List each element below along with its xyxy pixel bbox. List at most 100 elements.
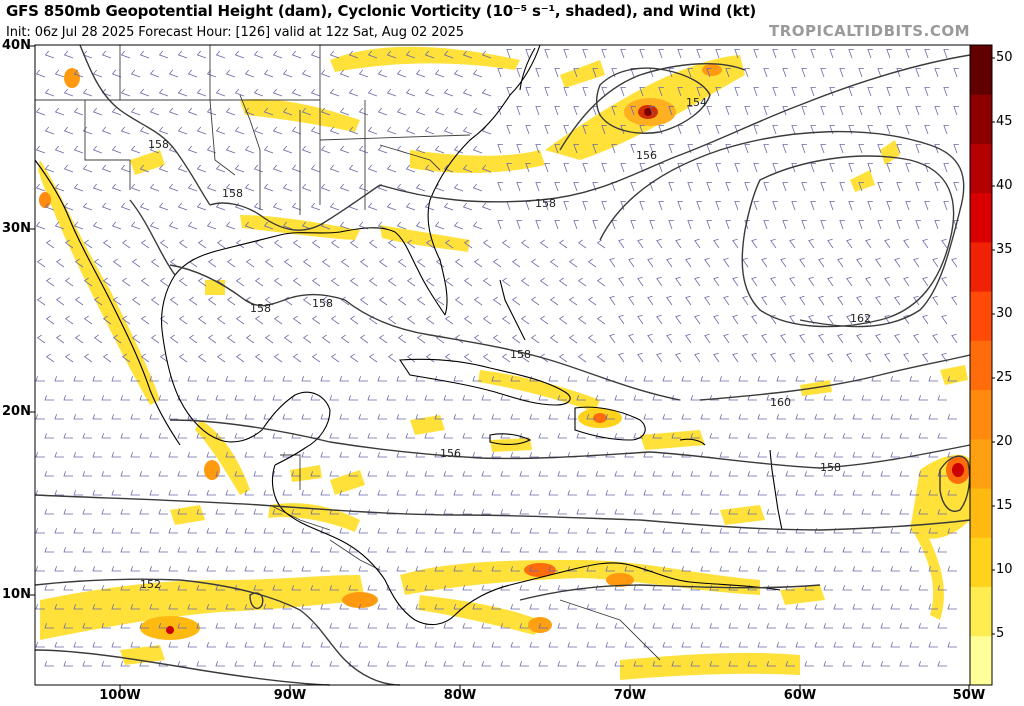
wind-barb bbox=[82, 623, 92, 629]
wind-barb bbox=[614, 471, 624, 477]
wind-barb bbox=[92, 566, 102, 572]
wind-barb bbox=[557, 661, 567, 667]
wind-barb bbox=[915, 106, 921, 116]
wind-barb bbox=[905, 87, 911, 97]
wind-barb bbox=[538, 471, 548, 477]
wind-barb bbox=[747, 661, 757, 667]
wind-barb bbox=[415, 183, 426, 192]
wind-barb bbox=[74, 334, 84, 344]
wind-barb bbox=[842, 623, 852, 629]
wind-barb bbox=[886, 49, 892, 59]
wind-barb bbox=[823, 509, 833, 515]
wind-barb bbox=[747, 547, 757, 553]
wind-barb bbox=[139, 547, 149, 553]
wind-barb bbox=[791, 201, 797, 211]
wind-barb bbox=[453, 221, 464, 230]
map-subtitle: Init: 06z Jul 28 2025 Forecast Hour: [12… bbox=[6, 25, 464, 40]
wind-barb bbox=[647, 295, 654, 306]
wind-barb bbox=[751, 238, 758, 249]
wind-barb bbox=[554, 220, 560, 230]
colorbar-label-40: 40 bbox=[996, 178, 1013, 193]
wind-barb bbox=[605, 642, 615, 648]
wind-barb bbox=[329, 661, 339, 667]
wind-barb bbox=[820, 68, 826, 78]
wind-barb bbox=[397, 334, 407, 344]
wind-barb bbox=[643, 604, 653, 610]
wind-barb bbox=[810, 87, 816, 97]
wind-barb bbox=[662, 604, 672, 610]
wind-barb bbox=[177, 623, 187, 629]
wind-barb bbox=[387, 353, 397, 363]
wind-barb bbox=[282, 221, 293, 230]
wind-barb bbox=[618, 276, 625, 287]
wind-barb bbox=[539, 239, 549, 249]
wind-barb bbox=[649, 106, 655, 116]
wind-barb bbox=[706, 68, 712, 78]
wind-barb bbox=[207, 258, 217, 268]
wind-barb bbox=[671, 661, 681, 667]
wind-barb bbox=[462, 433, 472, 439]
colorbar-label-25: 25 bbox=[996, 370, 1013, 385]
wind-barb bbox=[890, 528, 900, 534]
wind-barb bbox=[548, 414, 558, 420]
wind-barb bbox=[291, 433, 301, 439]
wind-barb bbox=[206, 490, 216, 496]
wind-barb bbox=[941, 352, 948, 363]
wind-barb bbox=[63, 164, 74, 173]
contour-label: 160 bbox=[770, 396, 791, 409]
wind-barb bbox=[282, 566, 292, 572]
wind-barb bbox=[177, 471, 187, 477]
wind-barb bbox=[73, 414, 83, 420]
wind-barb bbox=[681, 414, 691, 420]
wind-barb bbox=[169, 258, 179, 268]
wind-barb bbox=[763, 144, 769, 154]
wind-barb bbox=[454, 258, 464, 268]
wind-barb bbox=[728, 661, 738, 667]
wind-barb bbox=[215, 509, 225, 515]
wind-barb bbox=[839, 68, 845, 78]
wind-barb bbox=[215, 202, 226, 211]
wind-barb bbox=[618, 314, 625, 325]
wind-barb bbox=[492, 258, 502, 268]
wind-barb bbox=[462, 50, 473, 59]
wind-barb bbox=[64, 277, 74, 287]
wind-barb bbox=[339, 221, 350, 230]
wind-barb bbox=[804, 547, 814, 553]
wind-barb bbox=[149, 642, 159, 648]
wind-barb bbox=[435, 334, 445, 344]
wind-barb bbox=[554, 144, 560, 154]
wind-barb bbox=[628, 333, 635, 344]
wind-barb bbox=[529, 452, 539, 458]
wind-barb bbox=[340, 334, 350, 344]
wind-barb bbox=[780, 333, 787, 344]
wind-barb bbox=[443, 395, 453, 401]
wind-barb bbox=[818, 295, 825, 306]
wind-barb bbox=[753, 49, 759, 59]
wind-barb bbox=[715, 87, 721, 97]
wind-barb bbox=[444, 277, 454, 287]
wind-barb bbox=[576, 395, 586, 401]
wind-barb bbox=[548, 642, 558, 648]
wind-barb bbox=[715, 163, 721, 173]
wind-barb bbox=[671, 623, 681, 629]
wind-barb bbox=[823, 623, 833, 629]
wind-barb bbox=[149, 566, 159, 572]
wind-barb bbox=[934, 68, 940, 78]
wind-barb bbox=[713, 352, 720, 363]
wind-barb bbox=[291, 661, 301, 667]
wind-barb bbox=[44, 126, 55, 135]
wind-barb bbox=[671, 585, 681, 591]
wind-barb bbox=[791, 49, 797, 59]
wind-barb bbox=[558, 277, 568, 287]
wind-barb bbox=[310, 661, 320, 667]
wind-barb bbox=[92, 107, 103, 116]
wind-barb bbox=[538, 547, 548, 553]
wind-barb bbox=[763, 182, 769, 192]
wind-barb bbox=[301, 376, 311, 382]
wind-barb bbox=[168, 490, 178, 496]
wind-barb bbox=[535, 106, 541, 116]
wind-barb bbox=[690, 547, 700, 553]
wind-barb bbox=[111, 452, 121, 458]
wind-barb bbox=[880, 661, 890, 667]
wind-barb bbox=[709, 547, 719, 553]
